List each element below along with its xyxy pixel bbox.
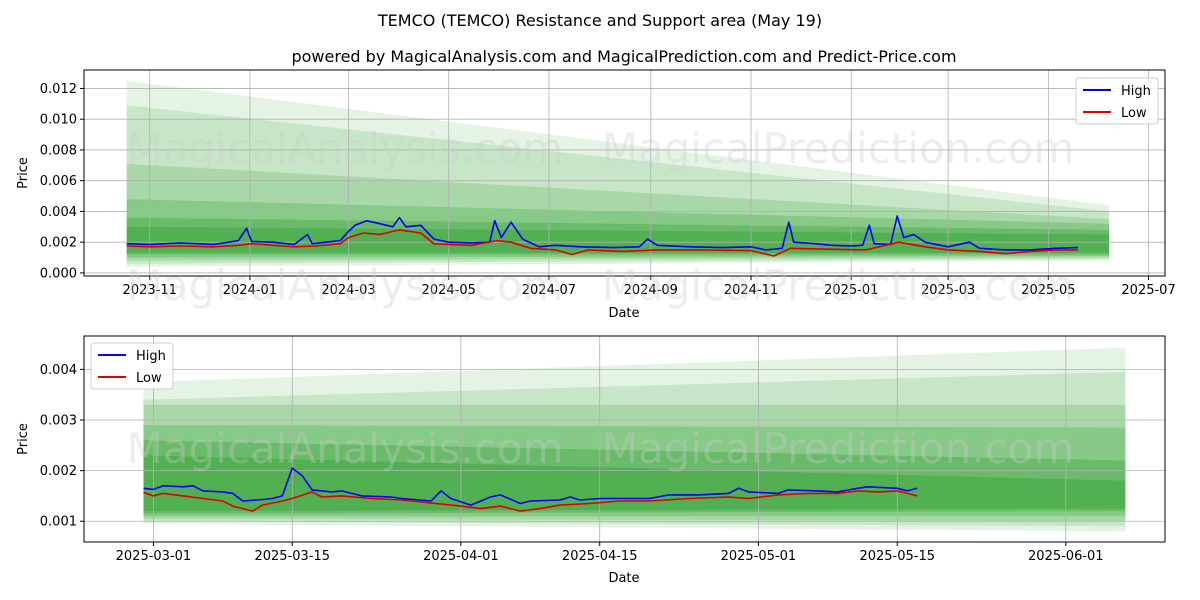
top-band-0 — [126, 80, 1110, 267]
watermark-analysis: MagicalAnalysis.com — [127, 124, 564, 173]
top-ytick-label-0: 0.000 — [40, 266, 77, 281]
top-xtick-label-2: 2024-03 — [321, 283, 375, 298]
watermark-analysis-bottom-2: MagicalAnalysis.com — [127, 424, 564, 473]
top-ytick-label-2: 0.004 — [40, 205, 77, 220]
top-band-2 — [126, 163, 1110, 261]
bottom-ytick-label-2: 0.003 — [40, 414, 77, 429]
top-legend: High Low — [1075, 77, 1159, 125]
top-ytick-label-6: 0.012 — [40, 82, 77, 97]
top-legend-label-high: High — [1121, 84, 1151, 99]
top-axes-frame — [83, 69, 1166, 277]
top-support-bands — [126, 80, 1110, 267]
chart-title: TEMCO (TEMCO) Resistance and Support are… — [377, 11, 822, 30]
bottom-y-axis-label: Price — [16, 423, 31, 455]
bottom-xtick-label-2: 2025-04-01 — [423, 549, 499, 564]
watermark-prediction-bottom-2: MagicalPrediction.com — [602, 424, 1075, 473]
top-x-axis-label: Date — [608, 306, 639, 321]
top-y-axis-label: Price — [16, 157, 31, 189]
bottom-legend: High Low — [90, 342, 174, 390]
bottom-x-axis: 2025-03-01 2025-03-15 2025-04-01 2025-04-15… — [116, 542, 1104, 564]
top-legend-label-low: Low — [1121, 106, 1147, 121]
bottom-xtick-label-0: 2025-03-01 — [116, 549, 192, 564]
bottom-xtick-label-1: 2025-03-15 — [254, 549, 330, 564]
top-xtick-label-1: 2024-01 — [223, 283, 277, 298]
bottom-xtick-label-5: 2025-05-15 — [859, 549, 935, 564]
bottom-xtick-label-3: 2025-04-15 — [562, 549, 638, 564]
bottom-ytick-label-0: 0.001 — [40, 515, 77, 530]
bottom-x-axis-label: Date — [608, 571, 639, 586]
bottom-series-high — [143, 467, 918, 506]
top-series-low — [126, 229, 1078, 257]
top-xtick-label-3: 2024-05 — [422, 283, 476, 298]
top-xtick-label-10: 2025-07 — [1121, 283, 1175, 298]
watermark-prediction-bottom: MagicalPrediction.com — [602, 261, 1075, 310]
top-series-lines — [126, 215, 1078, 257]
top-x-axis: 2023-11 2024-01 2024-03 2024-05 2024-07 2024-… — [123, 276, 1176, 298]
top-xtick-label-7: 2025-01 — [824, 283, 878, 298]
top-series-high — [126, 215, 1078, 251]
top-xtick-label-0: 2023-11 — [123, 283, 177, 298]
bottom-series-low — [143, 490, 918, 512]
bottom-legend-label-high: High — [136, 349, 166, 364]
top-ytick-label-4: 0.008 — [40, 143, 77, 158]
top-xtick-label-8: 2025-03 — [921, 283, 975, 298]
bottom-ytick-label-3: 0.004 — [40, 363, 77, 378]
bottom-y-axis: 0.001 0.002 0.003 0.004 — [40, 363, 84, 530]
top-ytick-label-1: 0.002 — [40, 236, 77, 251]
bottom-xtick-label-6: 2025-06-01 — [1028, 549, 1104, 564]
bottom-grid — [84, 336, 1165, 542]
top-xtick-label-6: 2024-11 — [724, 283, 778, 298]
bottom-xtick-label-4: 2025-05-01 — [721, 549, 797, 564]
top-xtick-label-5: 2024-09 — [624, 283, 678, 298]
bottom-band-4 — [143, 440, 1126, 514]
watermark-analysis-bottom: MagicalAnalysis.com — [127, 261, 564, 310]
bottom-series-lines — [143, 467, 918, 512]
top-band-1 — [126, 105, 1110, 264]
top-ytick-label-5: 0.010 — [40, 113, 77, 128]
bottom-band-0 — [143, 347, 1126, 532]
bottom-axes-frame — [83, 335, 1166, 543]
chart-subtitle: powered by MagicalAnalysis.com and Magic… — [291, 47, 956, 66]
top-xtick-label-9: 2025-05 — [1021, 283, 1075, 298]
watermark-prediction: MagicalPrediction.com — [602, 124, 1075, 173]
bottom-panel: MagicalAnalysis.com MagicalPrediction.co… — [16, 261, 1166, 586]
bottom-ytick-label-1: 0.002 — [40, 464, 77, 479]
top-xtick-label-4: 2024-07 — [522, 283, 576, 298]
top-y-axis: 0.000 0.002 0.004 0.006 0.008 0.010 0.012 — [40, 82, 84, 281]
bottom-legend-label-low: Low — [136, 371, 162, 386]
top-panel: MagicalAnalysis.com MagicalPrediction.co… — [16, 69, 1176, 321]
top-ytick-label-3: 0.006 — [40, 174, 77, 189]
